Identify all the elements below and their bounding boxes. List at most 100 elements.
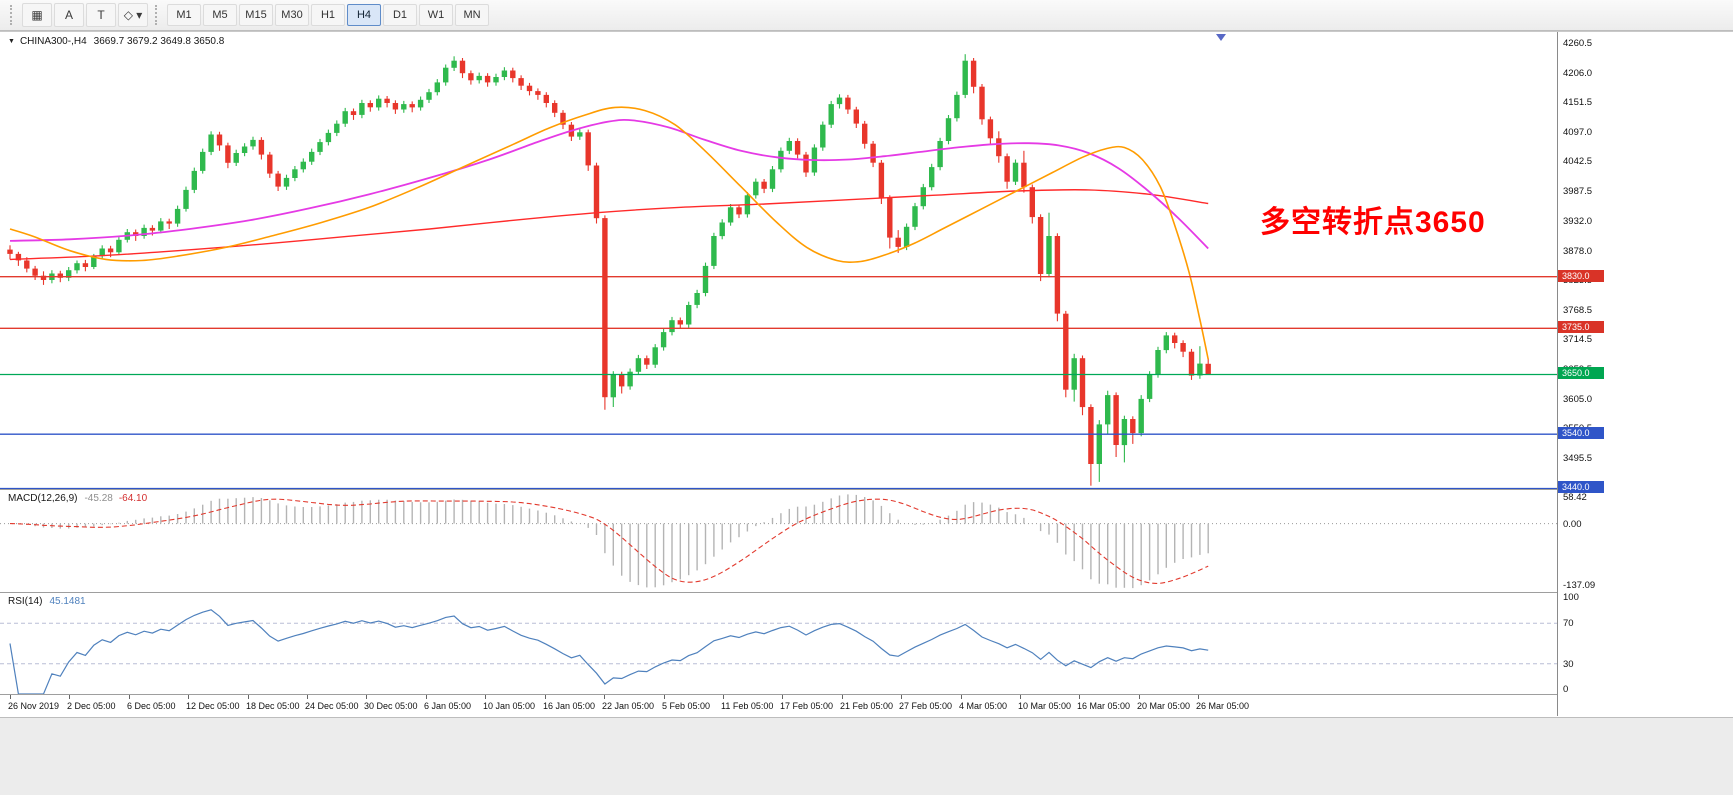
- candle-body: [258, 139, 265, 155]
- timeframe-d1-button[interactable]: D1: [383, 4, 417, 26]
- timeframe-mn-button[interactable]: MN: [455, 4, 489, 26]
- price-chart-canvas[interactable]: [0, 33, 1557, 489]
- timeframe-m15-button[interactable]: M15: [239, 4, 273, 26]
- candle-body: [149, 227, 156, 231]
- candle-body: [275, 173, 281, 187]
- chart-annotation-text[interactable]: 多空转折点3650: [1260, 206, 1486, 239]
- candle-body: [501, 70, 508, 77]
- toolbar-grip[interactable]: [10, 5, 15, 25]
- price-tick-label: 3714.5: [1563, 334, 1593, 345]
- candle-body: [820, 124, 826, 148]
- candle-body: [979, 86, 985, 120]
- time-label: 10 Jan 05:00: [483, 701, 536, 711]
- candle-body: [660, 332, 667, 348]
- candle-body: [107, 248, 114, 253]
- candle-body: [334, 123, 340, 133]
- candle-body: [241, 146, 248, 153]
- time-tick: [188, 695, 189, 699]
- time-label: 27 Feb 05:00: [899, 701, 953, 711]
- candle-body: [15, 253, 22, 261]
- candle-body: [719, 222, 725, 237]
- candle-body: [459, 60, 466, 74]
- candle-body: [635, 358, 642, 372]
- time-label: 2 Dec 05:00: [67, 701, 116, 711]
- candle-body: [962, 60, 968, 95]
- price-tag-3650.0: 3650.0: [1558, 367, 1604, 379]
- time-label: 10 Mar 05:00: [1018, 701, 1072, 711]
- candle-body: [920, 187, 926, 207]
- time-tick: [782, 695, 783, 699]
- ohlc-values: 3669.7 3679.2 3649.8 3650.8: [93, 36, 225, 47]
- toolbar-icon-group: ▦ A T ◇ ▾: [21, 3, 149, 27]
- candles-layer: [7, 54, 1211, 486]
- time-label: 26 Nov 2019: [8, 701, 60, 711]
- candle-body: [250, 139, 256, 147]
- candle-body: [384, 98, 390, 103]
- candle-body: [937, 141, 943, 168]
- time-tick: [604, 695, 605, 699]
- toolbar-grip[interactable]: [155, 5, 160, 25]
- timeframe-m1-button[interactable]: M1: [167, 4, 201, 26]
- time-axis[interactable]: 26 Nov 2019 2 Dec 05:00 6 Dec 05:00 12 Dec …: [0, 695, 1557, 716]
- timeframe-m30-button[interactable]: M30: [275, 4, 309, 26]
- candle-body: [191, 170, 197, 190]
- candle-body: [367, 103, 373, 108]
- symbol-ohlc-line: ▼ CHINA300-,H4 3669.7 3679.2 3649.8 3650…: [8, 36, 224, 47]
- time-label: 16 Jan 05:00: [543, 701, 596, 711]
- candle-body: [543, 94, 549, 103]
- candle-body: [325, 132, 332, 143]
- panel-separator[interactable]: [0, 592, 1733, 593]
- chart-menu-icon[interactable]: ▼: [8, 38, 15, 45]
- candle-body: [510, 70, 516, 79]
- candle-body: [24, 260, 30, 269]
- timeframe-h4-button[interactable]: H4: [347, 4, 381, 26]
- candle-body: [208, 134, 214, 152]
- timeframe-m5-button[interactable]: M5: [203, 4, 237, 26]
- timeframe-w1-button[interactable]: W1: [419, 4, 453, 26]
- candle-body: [267, 154, 273, 174]
- chart-shift-marker-icon[interactable]: [1216, 34, 1226, 41]
- candle-body: [283, 177, 290, 187]
- timeframe-h1-button[interactable]: H1: [311, 4, 345, 26]
- symbol-period-label: CHINA300-,H4: [19, 36, 87, 47]
- time-label: 16 Mar 05:00: [1077, 701, 1131, 711]
- candle-body: [342, 111, 348, 124]
- rsi-line: [9, 609, 1209, 694]
- macd-signal-value: -64.10: [118, 493, 148, 504]
- time-tick: [426, 695, 427, 699]
- candle-body: [686, 305, 692, 325]
- candle-body: [828, 104, 834, 125]
- candle-body: [711, 236, 717, 266]
- candle-body: [526, 85, 533, 92]
- candle-body: [727, 207, 734, 223]
- candle-body: [493, 77, 499, 83]
- rsi-canvas[interactable]: [0, 593, 1557, 694]
- panel-separator[interactable]: [0, 489, 1733, 490]
- macd-canvas[interactable]: [0, 490, 1557, 592]
- chart-grid-icon[interactable]: ▦: [22, 3, 52, 27]
- chart-top-border: [0, 31, 1733, 32]
- candle-body: [786, 141, 792, 151]
- candle-body: [1180, 343, 1186, 352]
- candle-body: [183, 189, 189, 209]
- time-label: 26 Mar 05:00: [1196, 701, 1250, 711]
- insert-text-label-button[interactable]: A: [54, 3, 84, 27]
- shapes-dropdown-button[interactable]: ◇ ▾: [118, 3, 148, 27]
- candle-body: [359, 103, 365, 115]
- rsi-label-line: RSI(14) 45.1481: [8, 596, 86, 607]
- ma-fast-orange-line: [9, 106, 1209, 360]
- candle-body: [1205, 363, 1211, 375]
- price-tag-3735.0: 3735.0: [1558, 321, 1604, 333]
- candle-body: [761, 181, 767, 189]
- price-axis[interactable]: 4260.5 4206.0 4151.5 4097.0 4042.5 3987.5 3932…: [1558, 33, 1733, 716]
- candle-body: [32, 268, 38, 276]
- candle-body: [1155, 350, 1161, 375]
- candle-body: [1146, 374, 1153, 399]
- candle-body: [1121, 419, 1128, 446]
- candle-body: [970, 60, 977, 87]
- text-box-button[interactable]: T: [86, 3, 116, 27]
- candle-body: [376, 98, 382, 108]
- candle-body: [57, 273, 63, 278]
- time-tick: [664, 695, 665, 699]
